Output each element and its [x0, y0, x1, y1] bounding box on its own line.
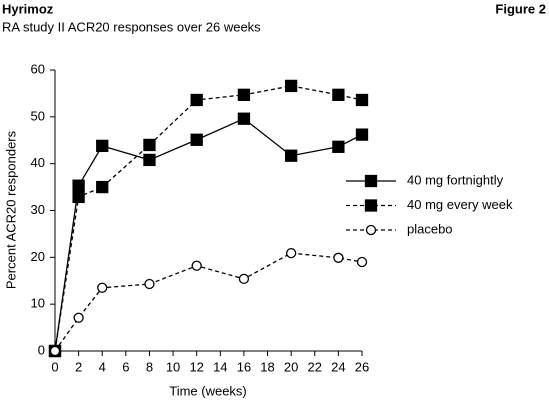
- marker: [332, 88, 345, 101]
- figure-label: Figure 2: [495, 1, 546, 16]
- x-tick-label: 14: [213, 359, 227, 374]
- marker: [144, 278, 155, 290]
- series-line: [54, 117, 363, 352]
- legend-label: 40 mg every week: [407, 197, 513, 212]
- marker: [285, 79, 298, 93]
- chart-title: Hyrimoz: [2, 1, 54, 16]
- marker: [72, 179, 85, 192]
- x-tick-label: 22: [308, 359, 322, 374]
- marker: [286, 247, 297, 259]
- marker: [73, 312, 84, 323]
- marker: [238, 273, 250, 285]
- x-tick-label: 6: [122, 359, 129, 374]
- marker: [97, 282, 108, 293]
- y-tick-label: 0: [38, 342, 45, 357]
- y-tick-label: 60: [31, 61, 45, 76]
- x-tick-label: 8: [146, 359, 153, 374]
- y-tick-label: 10: [31, 296, 45, 311]
- x-tick-label: 24: [331, 359, 345, 374]
- marker: [355, 93, 369, 107]
- marker: [333, 252, 344, 263]
- marker: [356, 256, 368, 268]
- legend-marker: [364, 199, 378, 212]
- legend-marker: [365, 224, 377, 236]
- x-tick-label: 20: [284, 359, 298, 374]
- marker: [143, 138, 156, 152]
- y-axis-label: Percent ACR20 responders: [3, 130, 18, 289]
- marker: [96, 139, 109, 153]
- marker: [72, 190, 85, 204]
- x-tick-label: 18: [260, 359, 274, 374]
- marker: [49, 345, 61, 357]
- legend-label: 40 mg fortnightly: [407, 172, 504, 187]
- y-tick-label: 50: [31, 108, 45, 123]
- marker: [237, 112, 251, 125]
- x-tick-label: 2: [75, 359, 82, 374]
- x-axis-label: Time (weeks): [169, 383, 247, 398]
- y-tick-label: 30: [31, 202, 45, 217]
- y-tick-label: 20: [31, 249, 45, 264]
- x-tick-label: 12: [189, 359, 203, 374]
- marker: [191, 260, 202, 271]
- legend-marker: [364, 174, 378, 188]
- marker: [190, 133, 203, 146]
- marker: [143, 153, 156, 167]
- x-tick-label: 0: [51, 359, 58, 374]
- x-tick-label: 10: [166, 359, 180, 374]
- chart-subtitle: RA study II ACR20 responses over 26 week…: [2, 19, 261, 34]
- marker: [190, 93, 203, 107]
- marker: [237, 88, 251, 101]
- marker: [96, 180, 109, 194]
- x-tick-label: 26: [355, 359, 369, 374]
- series-line: [54, 85, 363, 352]
- y-tick-label: 40: [31, 155, 45, 170]
- series-line: [54, 252, 363, 352]
- marker: [355, 128, 369, 141]
- x-tick-label: 16: [237, 359, 251, 374]
- marker: [285, 149, 298, 162]
- x-tick-label: 4: [99, 359, 106, 374]
- legend-label: placebo: [407, 221, 453, 236]
- marker: [332, 140, 345, 153]
